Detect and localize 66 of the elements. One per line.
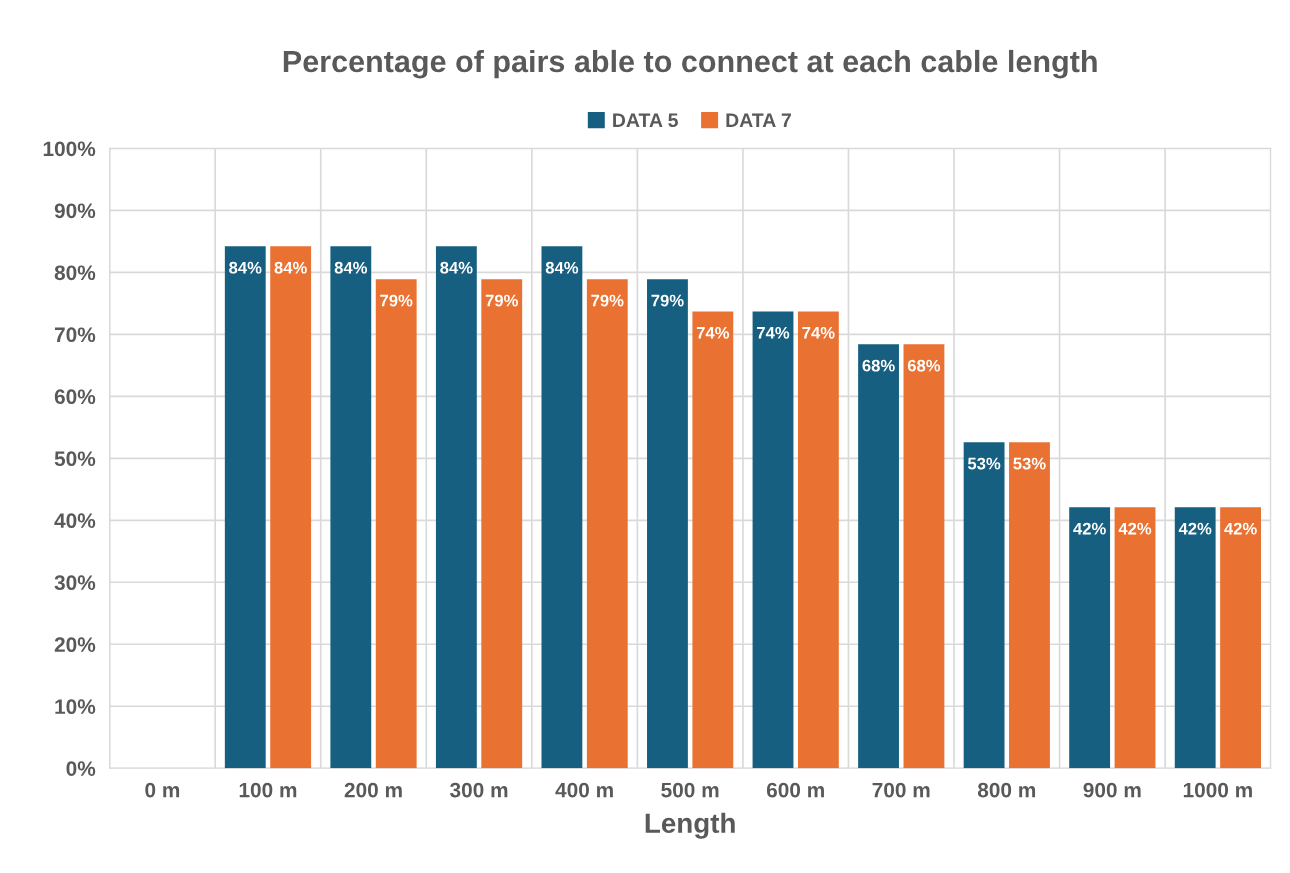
bar (541, 246, 583, 769)
x-tick-label: 500 m (661, 782, 719, 798)
x-tick-label: 600 m (766, 782, 824, 798)
data-label: 79% (591, 294, 624, 307)
bar (647, 279, 688, 769)
data-label: 74% (696, 326, 730, 339)
y-tick-label: 80% (54, 265, 96, 281)
bar (1220, 507, 1261, 769)
bar (903, 344, 945, 769)
data-label: 53% (1013, 457, 1046, 470)
x-tick-label: 0 m (145, 782, 180, 798)
x-axis-title: Length (645, 812, 735, 839)
x-tick-label: 400 m (555, 782, 613, 798)
data-label: 84% (545, 261, 579, 274)
bar (1114, 507, 1156, 769)
y-tick-label: 40% (54, 513, 96, 529)
bar (481, 279, 523, 769)
bar (330, 246, 372, 769)
x-tick-label: 100 m (239, 782, 297, 798)
x-tick-label: 800 m (977, 782, 1036, 798)
y-tick-label: 0% (66, 761, 96, 776)
y-tick-label: 20% (54, 637, 96, 653)
bar (586, 279, 628, 769)
y-tick-label: 10% (55, 699, 96, 715)
data-label: 68% (862, 359, 895, 372)
data-label: 53% (967, 457, 1001, 470)
data-label: 79% (485, 294, 518, 307)
bar (858, 344, 899, 769)
bar (692, 311, 734, 769)
bar (1174, 507, 1216, 769)
y-tick-label: 30% (54, 575, 96, 591)
legend-label: DATA 7 (726, 113, 791, 127)
x-tick-label: 300 m (450, 782, 508, 798)
bar (1009, 442, 1050, 769)
y-tick-label: 60% (54, 389, 96, 405)
y-tick-label: 90% (54, 203, 96, 219)
bar (752, 311, 794, 769)
bar (224, 246, 266, 769)
data-label: 42% (1073, 522, 1106, 535)
data-label: 42% (1178, 522, 1212, 535)
bar (963, 442, 1005, 769)
x-tick-label: 900 m (1083, 782, 1141, 798)
bar (435, 246, 477, 769)
data-label: 74% (757, 326, 790, 339)
x-tick-label: 700 m (872, 782, 930, 798)
y-tick-label: 100% (43, 141, 96, 157)
y-tick-label: 70% (54, 327, 96, 343)
data-label: 68% (907, 359, 941, 372)
data-label: 74% (802, 326, 835, 339)
chart-title: Percentage of pairs able to connect at each cable length (283, 49, 1097, 79)
data-label: 79% (651, 294, 684, 307)
bar (1069, 507, 1111, 769)
bar (270, 246, 312, 769)
x-tick-label: 1000 m (1183, 782, 1252, 798)
data-label: 84% (440, 261, 473, 274)
data-label: 42% (1224, 522, 1257, 535)
data-label: 84% (274, 261, 307, 274)
data-label: 79% (380, 294, 413, 307)
x-tick-label: 200 m (344, 782, 402, 798)
legend-label: DATA 5 (613, 113, 678, 128)
data-label: 84% (334, 261, 368, 274)
data-label: 42% (1118, 522, 1152, 535)
bar (375, 279, 417, 769)
y-tick-label: 50% (54, 451, 96, 467)
data-label: 84% (229, 261, 262, 274)
bar (797, 311, 839, 769)
